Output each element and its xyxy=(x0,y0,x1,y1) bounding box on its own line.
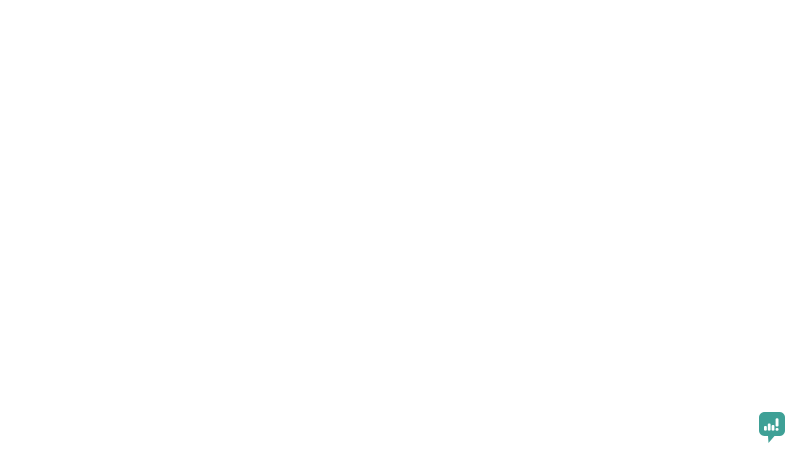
icon-bar-3 xyxy=(771,425,775,431)
newsworthy-logo[interactable] xyxy=(759,412,794,443)
icon-exclamation-stem xyxy=(775,418,779,427)
icon-bar-1 xyxy=(764,426,767,431)
newsworthy-chart-bubble-icon xyxy=(759,412,785,443)
icon-exclamation-dot xyxy=(775,428,779,431)
icon-bar-2 xyxy=(767,423,771,431)
